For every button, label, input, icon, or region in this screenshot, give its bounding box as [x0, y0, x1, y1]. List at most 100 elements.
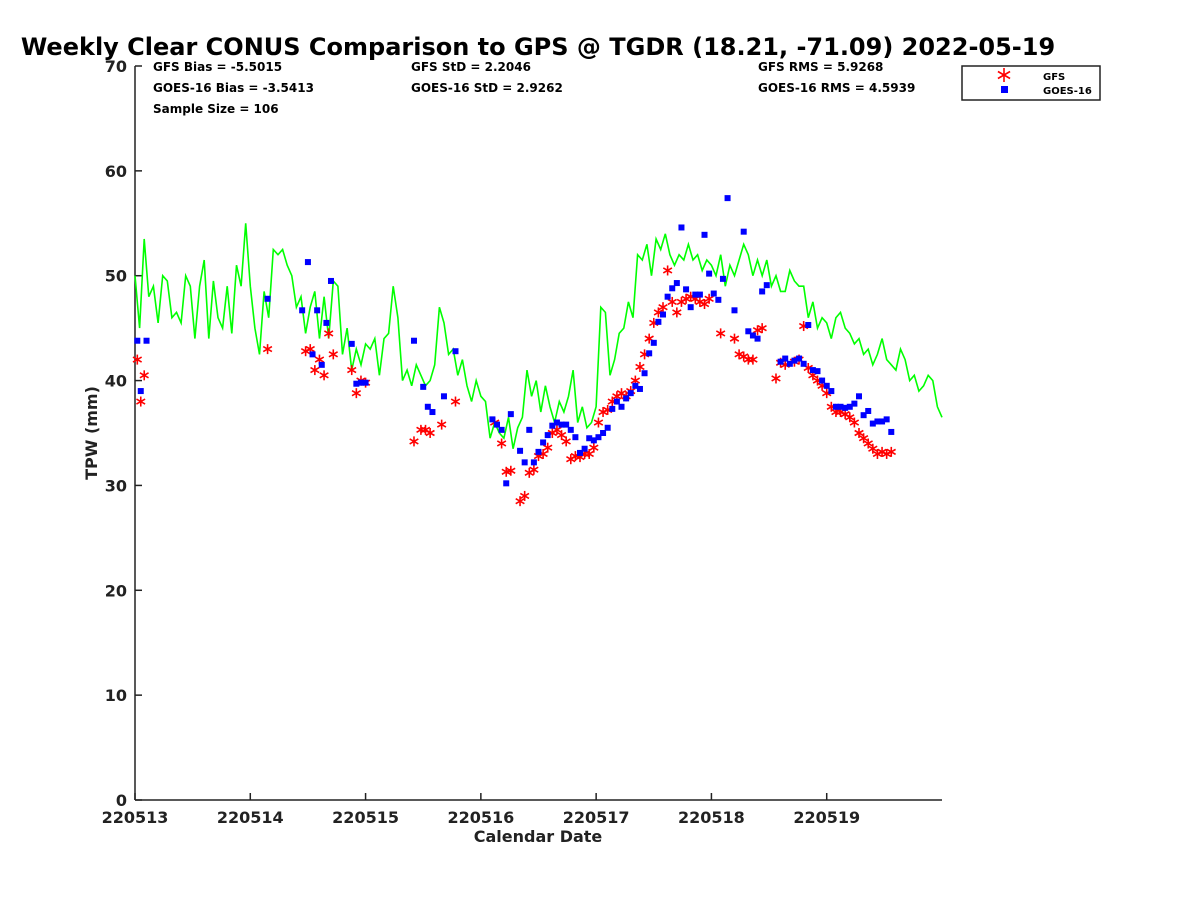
gfs-point: [757, 323, 767, 334]
gfs-point: [496, 438, 507, 449]
x-tick-label: 220514: [217, 808, 284, 827]
stat-gfs-std: GFS StD = 2.2046: [411, 60, 531, 74]
gfs-point: [658, 302, 668, 313]
gfs-point: [319, 370, 329, 381]
goes-point: [632, 382, 639, 389]
gfs-point: [328, 349, 339, 360]
stats-block: GFS Bias = -5.5015 GOES-16 Bias = -3.541…: [153, 60, 915, 116]
goes-point: [860, 412, 867, 419]
gfs-point: [771, 373, 781, 384]
goes-point: [586, 435, 593, 442]
goes-point: [613, 398, 620, 405]
goes-point: [782, 355, 789, 362]
goes-point: [521, 459, 528, 466]
x-axis-label: Calendar Date: [474, 827, 603, 846]
legend-label-gfs: GFS: [1043, 72, 1065, 83]
gfs-point: [593, 417, 604, 428]
x-tick-label: 220518: [678, 808, 745, 827]
gfs-point: [672, 307, 682, 318]
gfs-point: [886, 446, 897, 457]
goes-point: [701, 231, 708, 238]
goes-point: [888, 428, 895, 435]
gfs-point: [715, 328, 726, 339]
legend: GFS GOES-16: [961, 65, 1101, 101]
goes-point: [874, 418, 881, 425]
gfs-point: [436, 419, 447, 430]
x-tick-label: 220517: [563, 808, 630, 827]
goes-point: [424, 403, 431, 410]
goes-point: [846, 403, 853, 410]
goes-point: [357, 379, 364, 386]
goes-point: [353, 380, 360, 387]
y-ticks: 0 10 20 30 40 50 60 70: [105, 57, 142, 810]
goes-point: [498, 426, 505, 433]
goes-point: [609, 405, 616, 412]
stat-gfs-rms: GFS RMS = 5.9268: [758, 60, 883, 74]
goes-point: [143, 337, 150, 344]
gfs-point: [450, 396, 461, 407]
goes-point: [678, 224, 685, 231]
gfs-point: [139, 370, 149, 381]
legend-label-goes: GOES-16: [1043, 86, 1092, 97]
goes-point: [507, 411, 514, 418]
stat-goes-bias: GOES-16 Bias = -3.5413: [153, 81, 314, 95]
y-tick-label: 70: [105, 57, 127, 76]
gfs-point: [506, 465, 516, 476]
goes-point: [710, 290, 717, 297]
y-tick-label: 40: [105, 372, 127, 391]
goes-point: [604, 424, 611, 431]
goes-point: [623, 395, 630, 402]
goes-point: [763, 282, 770, 289]
goes-point: [553, 419, 560, 426]
goes-point: [842, 404, 849, 411]
goes-point: [410, 337, 417, 344]
goes-point: [549, 422, 556, 429]
y-tick-label: 50: [105, 267, 127, 286]
gfs-point: [310, 365, 320, 376]
gfs-point: [704, 293, 714, 304]
gfs-point: [351, 388, 362, 399]
gfs-point: [409, 436, 419, 447]
goes-point: [618, 403, 625, 410]
goes-point: [535, 448, 542, 455]
goes-point: [517, 447, 524, 454]
goes-point: [558, 421, 565, 428]
goes-point: [724, 195, 731, 202]
goes-point: [134, 337, 141, 344]
goes-point: [837, 403, 844, 410]
goes-point: [572, 434, 579, 441]
goes-point: [754, 335, 761, 342]
goes-point: [636, 385, 643, 392]
stat-gfs-bias: GFS Bias = -5.5015: [153, 60, 282, 74]
goes-point: [696, 291, 703, 298]
goes-point: [832, 403, 839, 410]
goes-point: [429, 409, 436, 416]
x-tick-label: 220519: [793, 808, 860, 827]
goes-point: [851, 400, 858, 407]
gfs-point: [561, 436, 571, 447]
goes-point: [805, 321, 812, 328]
gfs-point: [662, 265, 673, 276]
gfs-point: [584, 448, 594, 459]
goes-point: [692, 291, 699, 298]
legend-gfs-marker: [997, 68, 1011, 82]
chart-title: Weekly Clear CONUS Comparison to GPS @ T…: [21, 33, 1055, 61]
goes-point: [655, 318, 662, 325]
y-tick-label: 20: [105, 581, 127, 600]
goes-point: [137, 388, 144, 395]
legend-gfs-asterisk: [997, 68, 1011, 82]
goes-point: [800, 360, 807, 367]
goes-point: [627, 390, 634, 397]
gfs-point: [748, 354, 758, 365]
goes-point: [420, 383, 427, 390]
goes-point: [669, 285, 676, 292]
stat-goes-std: GOES-16 StD = 2.9262: [411, 81, 563, 95]
goes-point: [731, 307, 738, 314]
goes-point: [452, 348, 459, 355]
goes-point: [740, 228, 747, 235]
stat-sample-size: Sample Size = 106: [153, 102, 279, 116]
goes-point: [503, 480, 510, 487]
goes-point: [814, 368, 821, 375]
goes-point: [719, 275, 726, 282]
